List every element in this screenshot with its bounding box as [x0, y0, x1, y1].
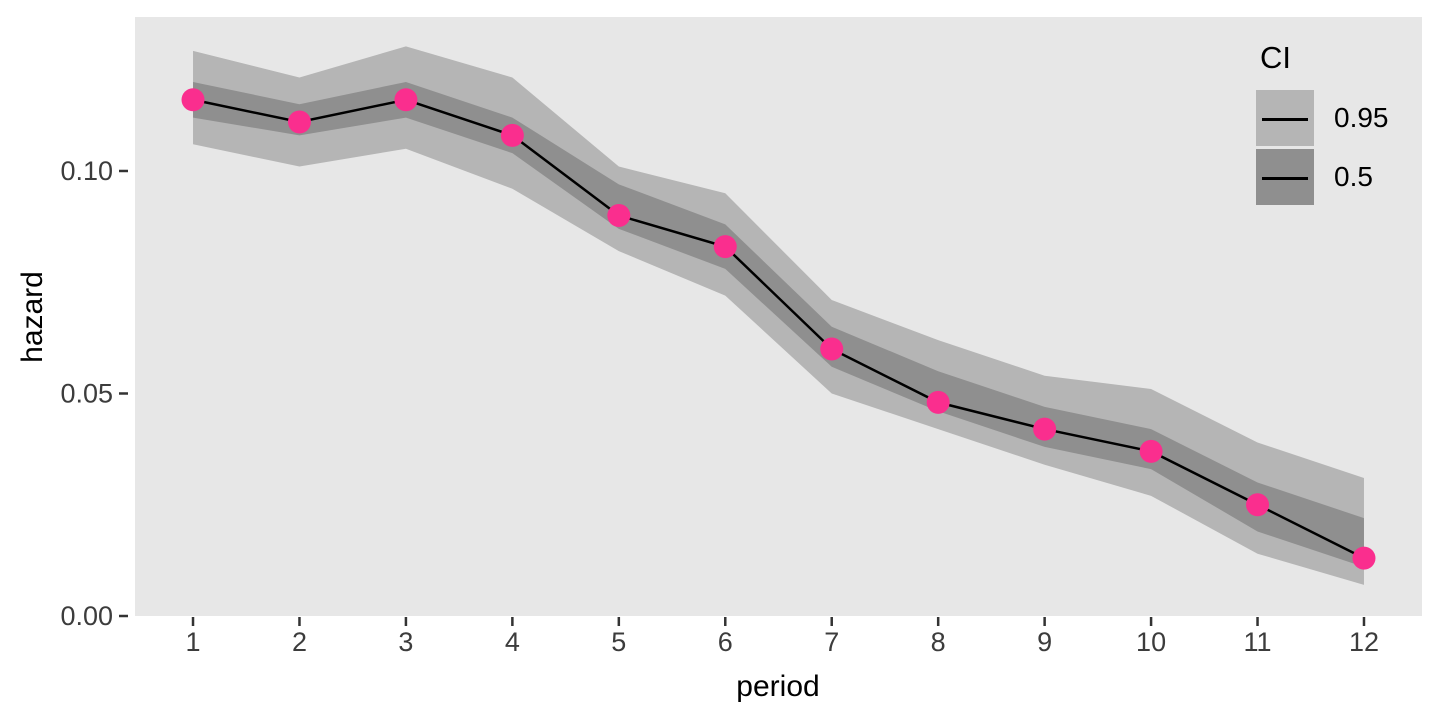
legend-swatch-ci50-icon: [1256, 149, 1314, 205]
x-tick-label: 8: [931, 627, 946, 657]
legend-title: CI: [1260, 40, 1291, 75]
x-tick-label: 10: [1136, 627, 1166, 657]
legend-entry-ci95: 0.95: [1256, 90, 1389, 146]
hazard-line: [192, 98, 1365, 560]
legend-line-icon: [1262, 177, 1308, 180]
data-point-period-2: [287, 110, 311, 134]
y-axis-title: hazard: [16, 271, 49, 363]
x-tick-label: 4: [505, 627, 520, 657]
legend-line-icon: [1262, 118, 1308, 121]
x-tick-label: 1: [186, 627, 201, 657]
x-tick-label: 9: [1037, 627, 1052, 657]
data-point-period-9: [1033, 417, 1057, 441]
x-tick-label: 11: [1244, 627, 1272, 657]
x-tick-label: 2: [292, 627, 307, 657]
data-point-period-11: [1246, 493, 1270, 517]
y-tick-label: 0.00: [60, 601, 113, 631]
x-tick-label: 12: [1349, 627, 1379, 657]
legend-label-ci95: 0.95: [1334, 102, 1389, 133]
data-point-period-7: [820, 337, 844, 361]
data-point-period-6: [713, 235, 737, 259]
x-tick-label: 7: [824, 627, 839, 657]
legend-swatch-ci95-icon: [1256, 90, 1314, 146]
legend-entry-ci50: 0.5: [1256, 149, 1389, 205]
x-tick-label: 5: [611, 627, 626, 657]
data-point-period-5: [607, 203, 631, 227]
y-tick-label: 0.05: [60, 378, 113, 408]
data-point-period-1: [181, 88, 205, 112]
x-tick-label: 3: [398, 627, 413, 657]
y-tick-label: 0.10: [60, 156, 113, 186]
x-axis-title: period: [736, 670, 820, 703]
data-point-period-8: [926, 390, 950, 414]
ribbon-ci5: [193, 81, 1364, 568]
x-tick-label: 6: [718, 627, 733, 657]
data-point-period-3: [394, 88, 418, 112]
legend: CI 0.95 0.5: [1256, 40, 1389, 208]
legend-label-ci50: 0.5: [1334, 161, 1373, 192]
data-point-period-12: [1352, 546, 1376, 570]
data-point-period-4: [500, 123, 524, 147]
data-point-period-10: [1139, 439, 1163, 463]
